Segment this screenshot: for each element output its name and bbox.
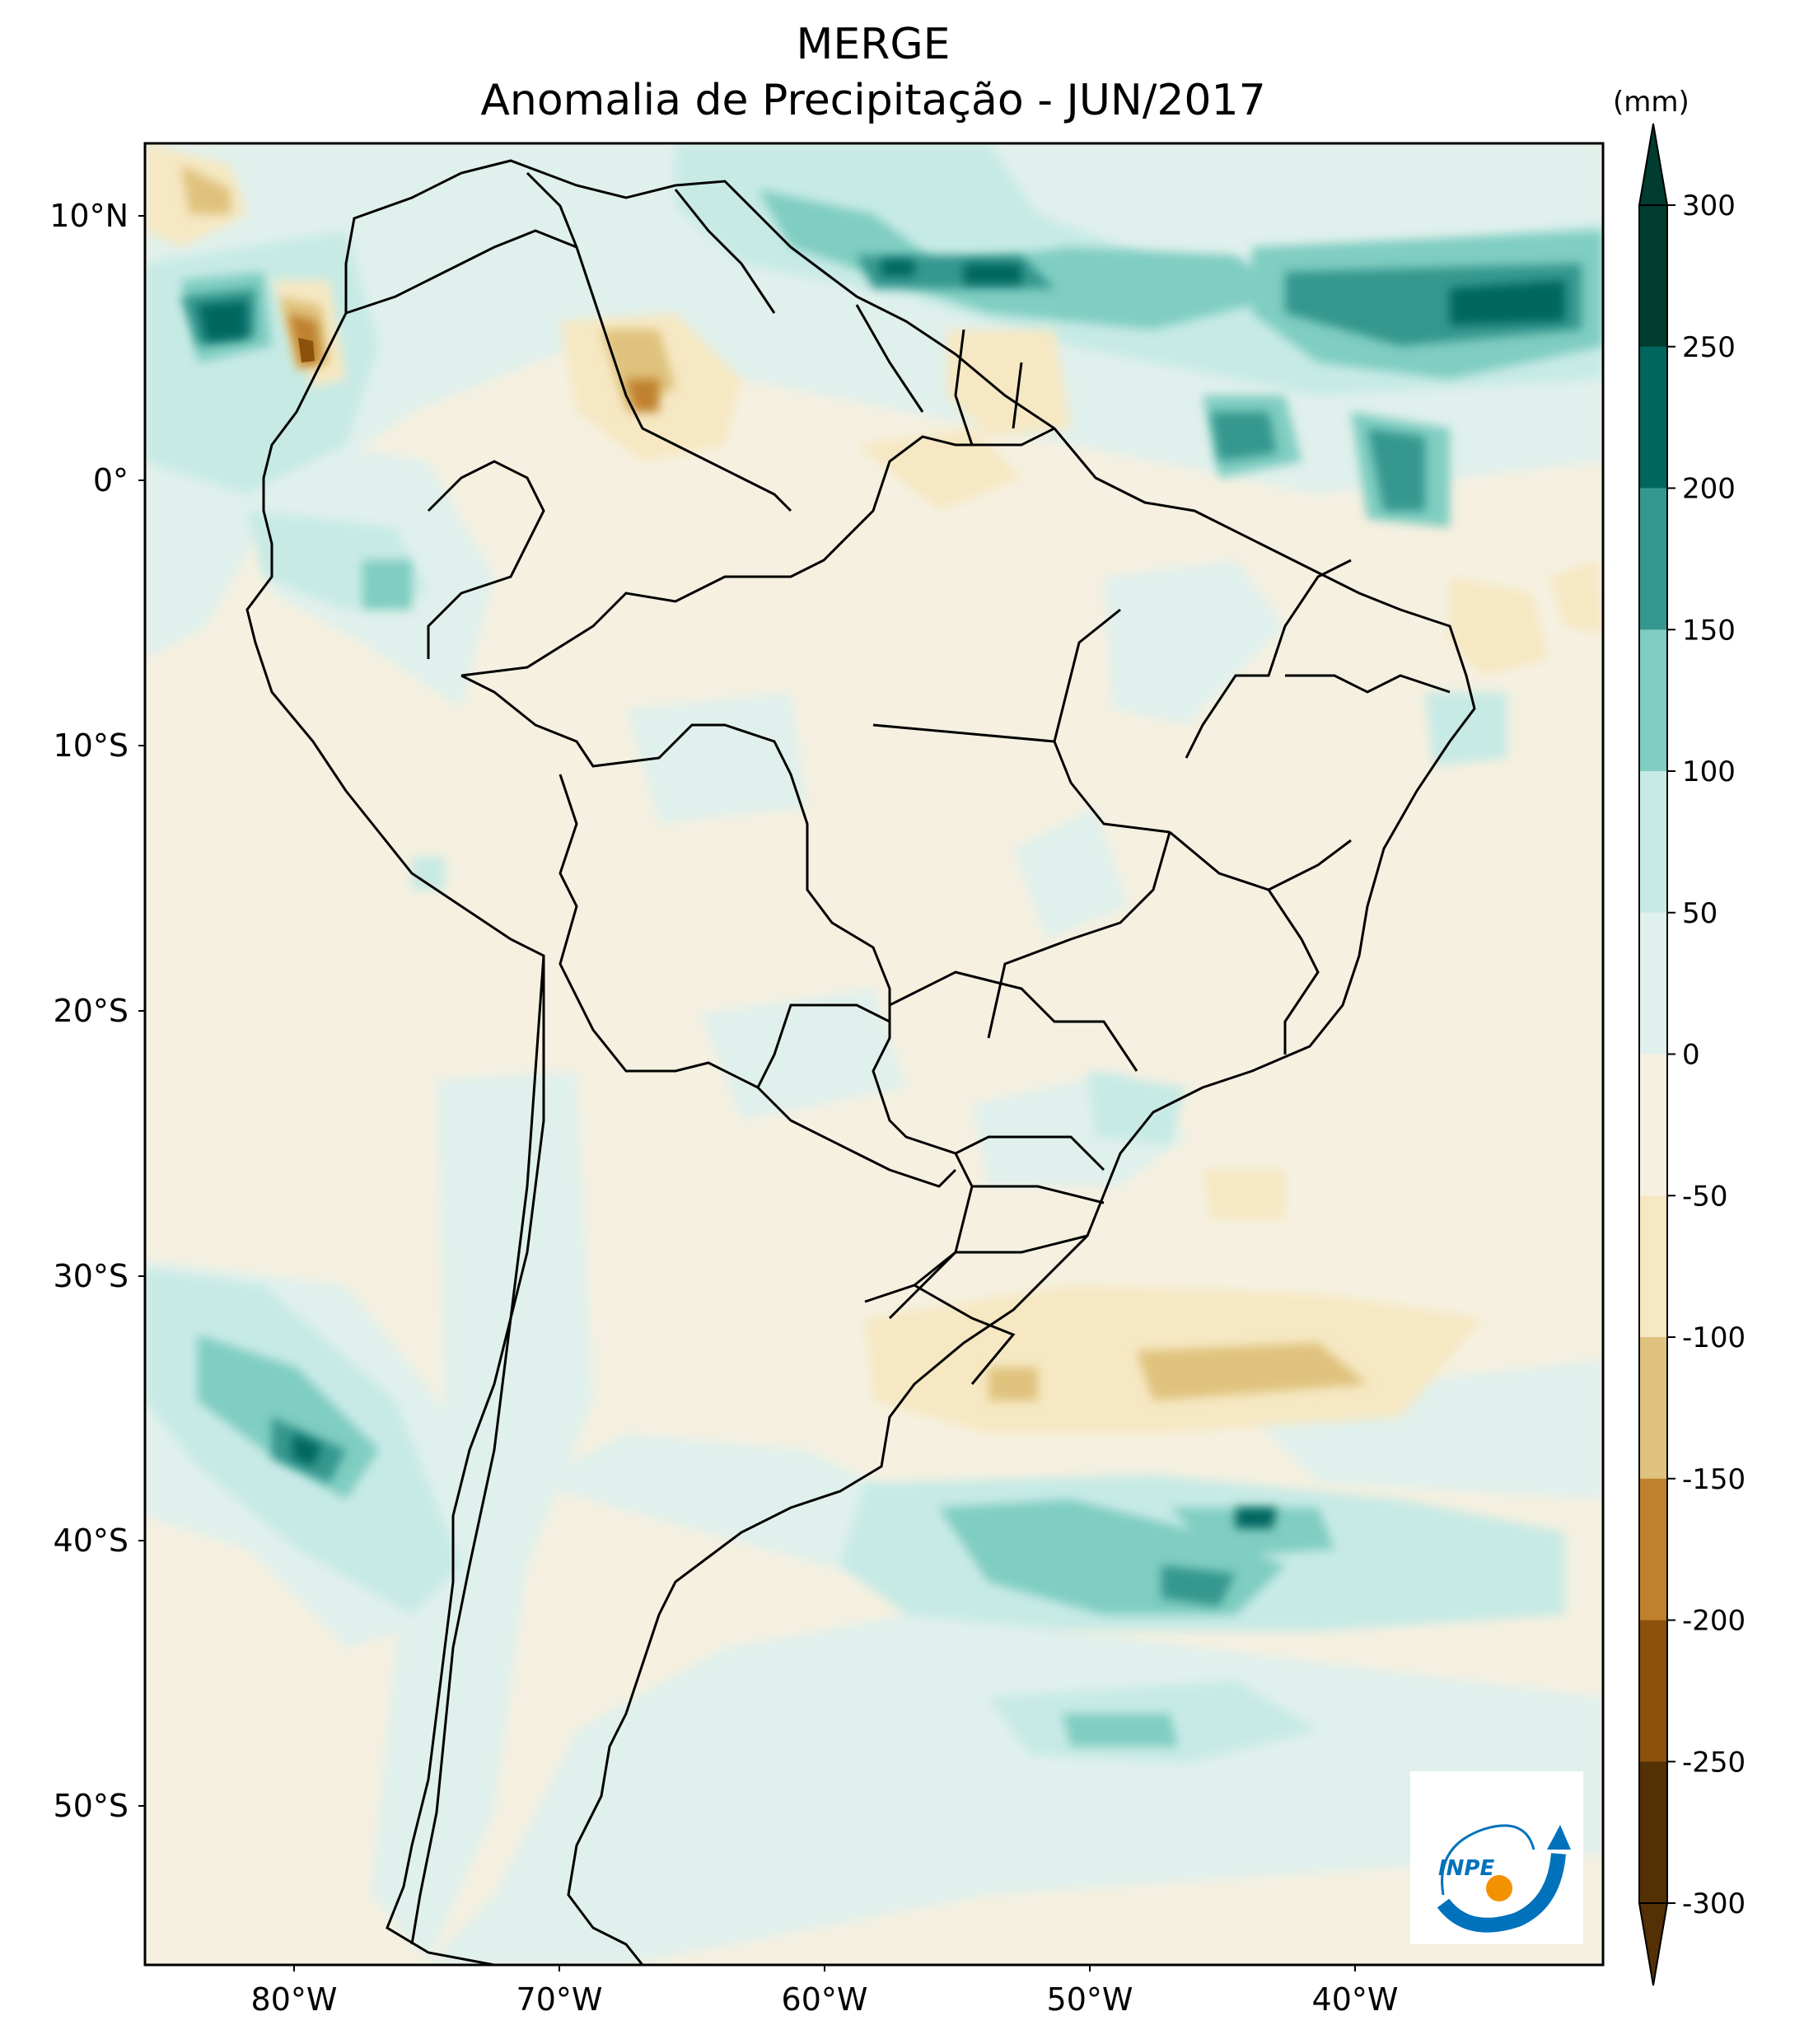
colorbar-tick-label: 100: [1682, 755, 1736, 788]
brazil-state-3: [1185, 559, 1451, 759]
lat-label-10s: 10°S: [54, 727, 129, 764]
brazil-west-border: [460, 674, 974, 1320]
colorbar-segment: [1639, 912, 1667, 1055]
colorbar-top-arrow: [1638, 123, 1669, 206]
bolivia-border: [558, 774, 890, 1090]
brazil-state-5: [914, 1185, 1105, 1287]
colorbar-segment: [1639, 1054, 1667, 1196]
colorbar-tick-label: 300: [1682, 189, 1736, 222]
colorbar-segment: [1639, 1195, 1667, 1338]
lat-label-10n: 10°N: [49, 198, 129, 234]
colorbar-segment: [1639, 346, 1667, 489]
colorbar-segment: [1639, 1620, 1667, 1762]
inpe-logo-icon: INPE: [1437, 1824, 1571, 1933]
map-subtitle: Anomalia de Precipitação - JUN/2017: [480, 76, 1266, 125]
map-frame: [143, 142, 1605, 1967]
colorbar-tick-label: 150: [1682, 614, 1736, 647]
peru-border: [427, 460, 545, 659]
colorbar-segment: [1639, 1761, 1667, 1904]
south-america-coastline: [245, 159, 1476, 1965]
lon-label-80w: 80°W: [251, 1981, 338, 2018]
borders: [245, 159, 1476, 1965]
lat-label-0: 0°: [93, 462, 129, 498]
colorbar-segment: [1639, 771, 1667, 914]
colorbar-tick-label: -300: [1682, 1887, 1746, 1920]
paraguay-border: [756, 1086, 957, 1188]
negative-anomaly-extreme-areas: [298, 338, 315, 362]
lon-label-40w: 40°W: [1312, 1981, 1399, 2018]
colorbar-segment: [1639, 629, 1667, 772]
colorbar-tick-label: -200: [1682, 1605, 1746, 1638]
colombia-border: [345, 229, 792, 512]
lat-label-40s: 40°S: [54, 1522, 129, 1559]
map-title: MERGE: [796, 20, 951, 69]
colorbar-segment: [1639, 1337, 1667, 1480]
colorbar-tick-label: -150: [1682, 1463, 1746, 1496]
colorbar-tick-label: 200: [1682, 473, 1736, 506]
lon-axis: 80°W 70°W 60°W 50°W 40°W: [251, 1965, 1399, 2018]
venezuela-border: [526, 171, 776, 314]
colorbar-tick-label: 0: [1682, 1039, 1700, 1072]
lon-label-70w: 70°W: [516, 1981, 603, 2018]
inpe-logo-text: INPE: [1438, 1856, 1494, 1881]
anomaly-field: [145, 143, 1603, 1965]
lat-axis: 10°N 0° 10°S 20°S 30°S 40°S 50°S: [49, 198, 145, 1824]
colorbar-tick-label: 50: [1682, 897, 1718, 930]
brazil-state-1: [872, 608, 1171, 834]
brazil-state-4: [889, 971, 1138, 1172]
colorbar: 300 250 200 150 100 50 0 -50 -100 -150 -200 -250 -30…: [1638, 123, 1746, 1986]
colorbar-tick-label: -100: [1682, 1321, 1746, 1354]
argentina-chile-border: [410, 955, 545, 1945]
colorbar-bottom-arrow: [1638, 1902, 1669, 1986]
lat-label-30s: 30°S: [54, 1258, 129, 1294]
inpe-logo: INPE: [1410, 1771, 1583, 1944]
colorbar-tick-label: 250: [1682, 331, 1736, 364]
brazil-state-6: [1267, 889, 1320, 1055]
lat-label-50s: 50°S: [54, 1788, 129, 1824]
colorbar-unit: (mm): [1613, 86, 1689, 119]
colorbar-segment: [1639, 488, 1667, 630]
colorbar-segment: [1639, 205, 1667, 348]
colorbar-tick-label: -250: [1682, 1746, 1746, 1779]
colorbar-segment: [1639, 1478, 1667, 1621]
lon-label-50w: 50°W: [1047, 1981, 1133, 2018]
positive-anomaly-extreme-areas: [198, 260, 1565, 1528]
colorbar-tick-label: -50: [1682, 1180, 1728, 1213]
guianas-border: [855, 304, 1023, 446]
uruguay-border: [864, 1284, 1016, 1385]
lat-label-20s: 20°S: [54, 993, 129, 1029]
lon-label-60w: 60°W: [782, 1981, 868, 2018]
